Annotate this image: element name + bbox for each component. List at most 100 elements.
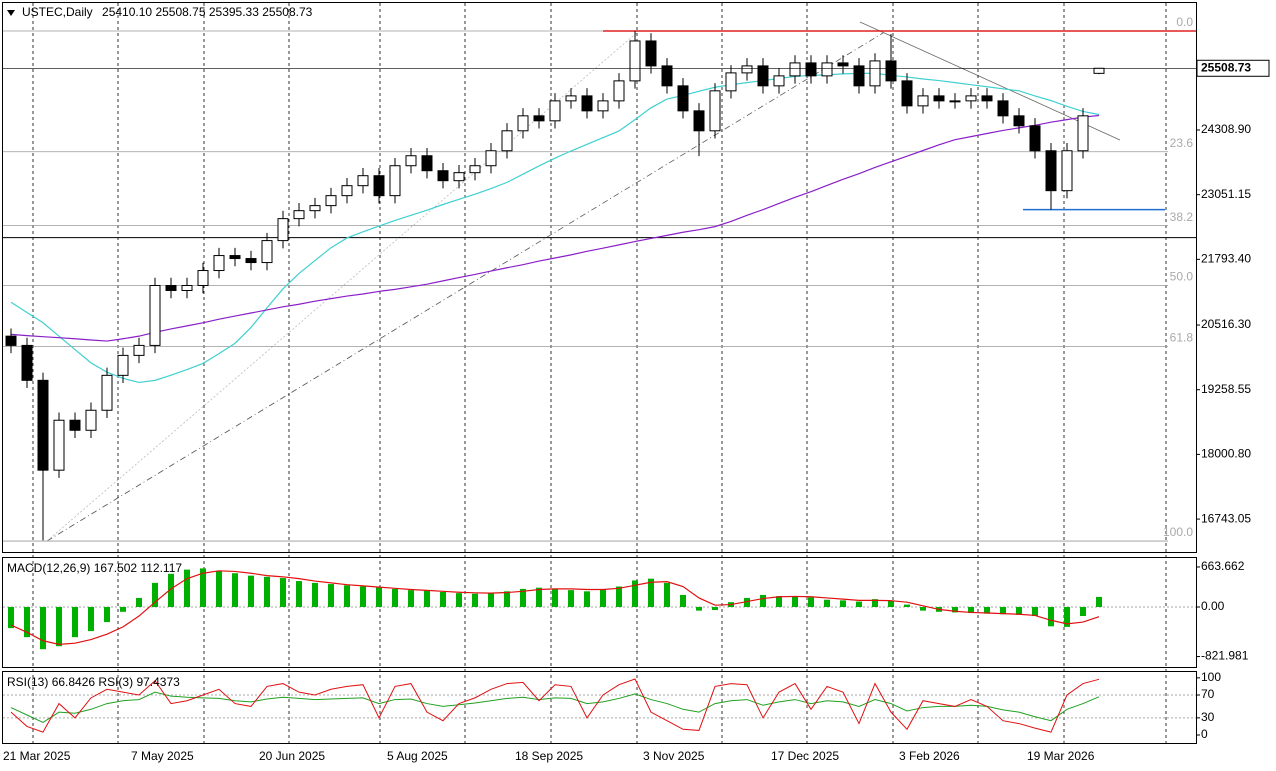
macd-bar	[328, 584, 334, 607]
macd-bar	[56, 606, 62, 647]
macd-bar	[72, 606, 78, 638]
open-reading: 25410.10	[102, 5, 152, 19]
macd-bar	[120, 606, 126, 612]
candle-body	[1045, 150, 1057, 192]
macd-bar	[200, 568, 206, 607]
macd-bar	[792, 596, 798, 607]
macd-reading: 167.502	[94, 561, 138, 575]
fib-label: 50.0	[1170, 270, 1194, 284]
y-tick-label: 30	[1201, 710, 1215, 724]
candle-body	[405, 155, 417, 167]
candle-body	[485, 150, 497, 167]
macd-bar	[232, 573, 238, 607]
candle-body	[1093, 67, 1105, 74]
macd-bar	[648, 578, 654, 607]
candle-body	[997, 100, 1009, 117]
candle-body	[245, 258, 257, 264]
signal-line	[10, 570, 1100, 645]
candle-body	[373, 175, 385, 197]
candle-body	[389, 165, 401, 197]
macd-bar	[360, 586, 366, 607]
macd-bar	[24, 606, 30, 638]
macd-header: MACD(12,26,9) 167.502 112.117	[7, 561, 182, 575]
rsi-line	[10, 678, 1100, 733]
macd-bar	[680, 594, 686, 607]
candle-body	[293, 210, 305, 220]
plot-layer: 0.0 23.6 38.2 50.0 61.8 100.0 16743.05 18000.80…	[3, 3, 1270, 763]
macd-bar	[600, 589, 606, 607]
y-tick-label: 100	[1201, 670, 1221, 684]
x-tick-label: 21 Mar 2025	[3, 749, 71, 763]
candle-body	[917, 95, 929, 107]
candle-body	[21, 344, 33, 381]
macd-bar	[968, 606, 974, 614]
macd-bar	[264, 576, 270, 607]
rsi-panel-frame	[2, 671, 1197, 744]
moving-average	[10, 72, 1100, 384]
candle-body	[725, 72, 737, 92]
macd-bar	[856, 601, 862, 607]
macd-bar	[504, 591, 510, 607]
y-tick-label: 19258.55	[1201, 382, 1251, 396]
candle-body	[517, 115, 529, 132]
candle-body	[325, 195, 337, 207]
candle-body	[133, 344, 145, 356]
candle-body	[5, 335, 17, 346]
candle-body	[661, 65, 673, 87]
y-tick-label: 0	[1201, 727, 1208, 741]
rsi-reading: 66.8426	[52, 675, 96, 689]
macd-bar	[1016, 606, 1022, 615]
trend-line	[859, 21, 1121, 141]
candle-body	[1077, 115, 1089, 152]
macd-bar	[488, 593, 494, 607]
x-tick-label: 20 Jun 2025	[259, 749, 325, 763]
rsi-header: RSI(13) 66.8426 RSI(3) 97.4373	[7, 675, 180, 689]
macd-bar	[952, 606, 958, 613]
candle-body	[597, 100, 609, 112]
fib-label: 0.0	[1176, 15, 1193, 29]
macd-bar	[392, 588, 398, 607]
candle-body	[165, 284, 177, 291]
macd-bar	[280, 578, 286, 607]
macd-bar	[408, 590, 414, 607]
candle-body	[101, 374, 113, 411]
macd-bar	[584, 591, 590, 607]
y-tick-label: 24308.90	[1201, 122, 1251, 136]
candle-body	[965, 95, 977, 102]
moving-average	[10, 114, 1100, 342]
candle-body	[565, 95, 577, 102]
x-tick-label: 3 Feb 2026	[899, 749, 960, 763]
candle-body	[821, 62, 833, 77]
macd-bar	[664, 582, 670, 607]
current-price-box	[1196, 59, 1270, 77]
candle-body	[949, 100, 961, 103]
candle-body	[421, 155, 433, 172]
menu-arrow	[7, 10, 15, 16]
macd-bar	[760, 594, 766, 607]
fib-label: 38.2	[1170, 210, 1194, 224]
candle-body	[549, 100, 561, 122]
candle-body	[885, 60, 897, 82]
macd-bar	[1048, 606, 1054, 627]
trend-line	[46, 29, 641, 542]
y-tick-label: -821.981	[1201, 649, 1249, 663]
candle-body	[1061, 150, 1073, 192]
candle-body	[117, 354, 129, 376]
price-panel-frame	[2, 2, 1197, 553]
macd-bar	[88, 606, 94, 632]
current-price-label: 25508.73	[1201, 60, 1251, 74]
macd-bar	[1080, 606, 1086, 617]
macd-bar	[536, 587, 542, 607]
rsi-line	[10, 691, 1100, 723]
candle-body	[277, 218, 289, 242]
macd-bar	[136, 597, 142, 607]
candle-body	[1013, 115, 1025, 127]
macd-bar	[520, 588, 526, 607]
candle-body	[501, 130, 513, 152]
x-tick-label: 18 Sep 2025	[515, 749, 583, 763]
macd-bar	[1064, 606, 1070, 627]
macd-bar	[1032, 606, 1038, 617]
macd-bar	[888, 600, 894, 607]
macd-bar	[104, 606, 110, 623]
